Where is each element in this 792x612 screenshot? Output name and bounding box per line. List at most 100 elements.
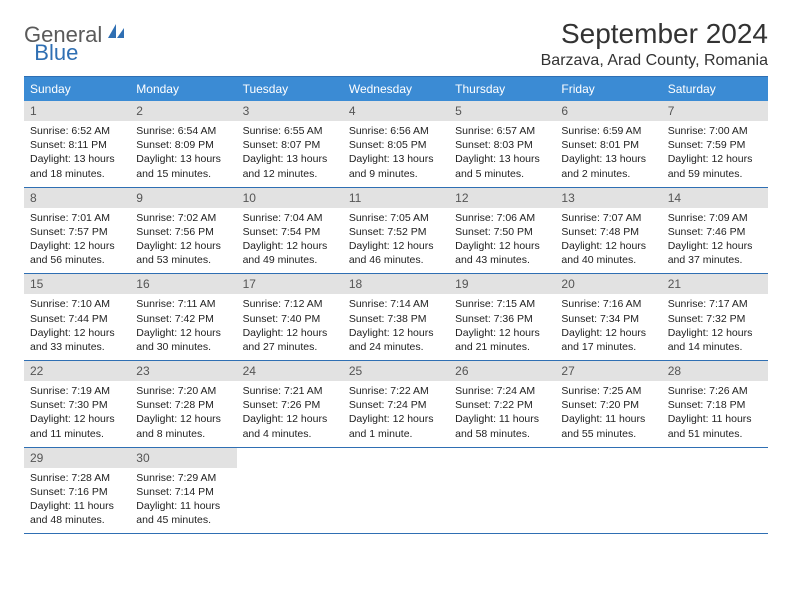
sunset-line: Sunset: 8:11 PM xyxy=(30,138,124,152)
day-cell: 20Sunrise: 7:16 AMSunset: 7:34 PMDayligh… xyxy=(555,274,661,361)
sunrise-line: Sunrise: 6:56 AM xyxy=(349,124,443,138)
day-body: Sunrise: 6:59 AMSunset: 8:01 PMDaylight:… xyxy=(555,121,661,187)
day-number: 3 xyxy=(237,101,343,121)
day-cell: 23Sunrise: 7:20 AMSunset: 7:28 PMDayligh… xyxy=(130,361,236,448)
sunset-line: Sunset: 7:59 PM xyxy=(668,138,762,152)
day-body: Sunrise: 7:28 AMSunset: 7:16 PMDaylight:… xyxy=(24,468,130,534)
daylight-line: Daylight: 12 hours and 49 minutes. xyxy=(243,239,337,267)
day-cell: 27Sunrise: 7:25 AMSunset: 7:20 PMDayligh… xyxy=(555,361,661,448)
day-body: Sunrise: 6:52 AMSunset: 8:11 PMDaylight:… xyxy=(24,121,130,187)
day-number: 15 xyxy=(24,274,130,294)
day-cell: 22Sunrise: 7:19 AMSunset: 7:30 PMDayligh… xyxy=(24,361,130,448)
day-number: 8 xyxy=(24,188,130,208)
sunset-line: Sunset: 7:26 PM xyxy=(243,398,337,412)
day-cell: 11Sunrise: 7:05 AMSunset: 7:52 PMDayligh… xyxy=(343,188,449,275)
sunset-line: Sunset: 7:38 PM xyxy=(349,312,443,326)
sunrise-line: Sunrise: 7:00 AM xyxy=(668,124,762,138)
day-body: Sunrise: 7:12 AMSunset: 7:40 PMDaylight:… xyxy=(237,294,343,360)
day-cell: 2Sunrise: 6:54 AMSunset: 8:09 PMDaylight… xyxy=(130,101,236,188)
day-body: Sunrise: 7:25 AMSunset: 7:20 PMDaylight:… xyxy=(555,381,661,447)
daylight-line: Daylight: 12 hours and 1 minute. xyxy=(349,412,443,440)
day-cell: 4Sunrise: 6:56 AMSunset: 8:05 PMDaylight… xyxy=(343,101,449,188)
daylight-line: Daylight: 12 hours and 46 minutes. xyxy=(349,239,443,267)
day-cell: 1Sunrise: 6:52 AMSunset: 8:11 PMDaylight… xyxy=(24,101,130,188)
day-body: Sunrise: 7:15 AMSunset: 7:36 PMDaylight:… xyxy=(449,294,555,360)
daylight-line: Daylight: 12 hours and 17 minutes. xyxy=(561,326,655,354)
sunset-line: Sunset: 7:54 PM xyxy=(243,225,337,239)
daylight-line: Daylight: 12 hours and 37 minutes. xyxy=(668,239,762,267)
sunrise-line: Sunrise: 7:09 AM xyxy=(668,211,762,225)
day-number: 13 xyxy=(555,188,661,208)
sunrise-line: Sunrise: 7:07 AM xyxy=(561,211,655,225)
daylight-line: Daylight: 11 hours and 55 minutes. xyxy=(561,412,655,440)
day-number: 9 xyxy=(130,188,236,208)
day-body: Sunrise: 7:26 AMSunset: 7:18 PMDaylight:… xyxy=(662,381,768,447)
day-body: Sunrise: 6:54 AMSunset: 8:09 PMDaylight:… xyxy=(130,121,236,187)
sunrise-line: Sunrise: 6:54 AM xyxy=(136,124,230,138)
daylight-line: Daylight: 12 hours and 8 minutes. xyxy=(136,412,230,440)
day-number: 28 xyxy=(662,361,768,381)
sunset-line: Sunset: 7:18 PM xyxy=(668,398,762,412)
day-number: 14 xyxy=(662,188,768,208)
sunset-line: Sunset: 7:30 PM xyxy=(30,398,124,412)
day-body: Sunrise: 7:11 AMSunset: 7:42 PMDaylight:… xyxy=(130,294,236,360)
sunrise-line: Sunrise: 7:25 AM xyxy=(561,384,655,398)
daylight-line: Daylight: 13 hours and 9 minutes. xyxy=(349,152,443,180)
sunrise-line: Sunrise: 7:04 AM xyxy=(243,211,337,225)
sunrise-line: Sunrise: 7:29 AM xyxy=(136,471,230,485)
sunrise-line: Sunrise: 7:12 AM xyxy=(243,297,337,311)
logo: General Blue xyxy=(24,22,170,48)
weekday-header: Sunday xyxy=(24,77,130,101)
sunrise-line: Sunrise: 6:55 AM xyxy=(243,124,337,138)
day-number: 2 xyxy=(130,101,236,121)
day-number: 22 xyxy=(24,361,130,381)
day-cell: 25Sunrise: 7:22 AMSunset: 7:24 PMDayligh… xyxy=(343,361,449,448)
daylight-line: Daylight: 12 hours and 30 minutes. xyxy=(136,326,230,354)
day-cell: 13Sunrise: 7:07 AMSunset: 7:48 PMDayligh… xyxy=(555,188,661,275)
sunset-line: Sunset: 8:01 PM xyxy=(561,138,655,152)
weekday-header: Friday xyxy=(555,77,661,101)
day-number: 27 xyxy=(555,361,661,381)
sunset-line: Sunset: 7:28 PM xyxy=(136,398,230,412)
day-body: Sunrise: 7:24 AMSunset: 7:22 PMDaylight:… xyxy=(449,381,555,447)
sunrise-line: Sunrise: 6:59 AM xyxy=(561,124,655,138)
day-number: 29 xyxy=(24,448,130,468)
day-cell: 19Sunrise: 7:15 AMSunset: 7:36 PMDayligh… xyxy=(449,274,555,361)
day-body: Sunrise: 7:14 AMSunset: 7:38 PMDaylight:… xyxy=(343,294,449,360)
day-number: 19 xyxy=(449,274,555,294)
day-cell: 15Sunrise: 7:10 AMSunset: 7:44 PMDayligh… xyxy=(24,274,130,361)
sunset-line: Sunset: 7:32 PM xyxy=(668,312,762,326)
daylight-line: Daylight: 11 hours and 51 minutes. xyxy=(668,412,762,440)
day-body: Sunrise: 7:10 AMSunset: 7:44 PMDaylight:… xyxy=(24,294,130,360)
weekday-header: Monday xyxy=(130,77,236,101)
day-body: Sunrise: 7:19 AMSunset: 7:30 PMDaylight:… xyxy=(24,381,130,447)
daylight-line: Daylight: 11 hours and 48 minutes. xyxy=(30,499,124,527)
daylight-line: Daylight: 12 hours and 53 minutes. xyxy=(136,239,230,267)
day-number: 23 xyxy=(130,361,236,381)
daylight-line: Daylight: 12 hours and 43 minutes. xyxy=(455,239,549,267)
sunrise-line: Sunrise: 7:15 AM xyxy=(455,297,549,311)
day-cell: 30Sunrise: 7:29 AMSunset: 7:14 PMDayligh… xyxy=(130,448,236,535)
day-number: 10 xyxy=(237,188,343,208)
day-body: Sunrise: 7:16 AMSunset: 7:34 PMDaylight:… xyxy=(555,294,661,360)
logo-sail-icon xyxy=(106,22,126,43)
day-body: Sunrise: 7:20 AMSunset: 7:28 PMDaylight:… xyxy=(130,381,236,447)
daylight-line: Daylight: 13 hours and 12 minutes. xyxy=(243,152,337,180)
sunrise-line: Sunrise: 7:16 AM xyxy=(561,297,655,311)
day-number: 16 xyxy=(130,274,236,294)
day-cell: 24Sunrise: 7:21 AMSunset: 7:26 PMDayligh… xyxy=(237,361,343,448)
sunrise-line: Sunrise: 7:11 AM xyxy=(136,297,230,311)
daylight-line: Daylight: 13 hours and 18 minutes. xyxy=(30,152,124,180)
sunrise-line: Sunrise: 7:21 AM xyxy=(243,384,337,398)
day-number: 25 xyxy=(343,361,449,381)
sunrise-line: Sunrise: 7:28 AM xyxy=(30,471,124,485)
sunrise-line: Sunrise: 7:20 AM xyxy=(136,384,230,398)
daylight-line: Daylight: 12 hours and 11 minutes. xyxy=(30,412,124,440)
day-body: Sunrise: 6:56 AMSunset: 8:05 PMDaylight:… xyxy=(343,121,449,187)
sunset-line: Sunset: 8:05 PM xyxy=(349,138,443,152)
sunset-line: Sunset: 7:14 PM xyxy=(136,485,230,499)
day-cell: 10 Sunrise: 7:04 AMSunset: 7:54 PMDayligh… xyxy=(237,188,343,275)
empty-cell xyxy=(662,448,768,535)
day-cell: 12Sunrise: 7:06 AMSunset: 7:50 PMDayligh… xyxy=(449,188,555,275)
day-cell: 16Sunrise: 7:11 AMSunset: 7:42 PMDayligh… xyxy=(130,274,236,361)
